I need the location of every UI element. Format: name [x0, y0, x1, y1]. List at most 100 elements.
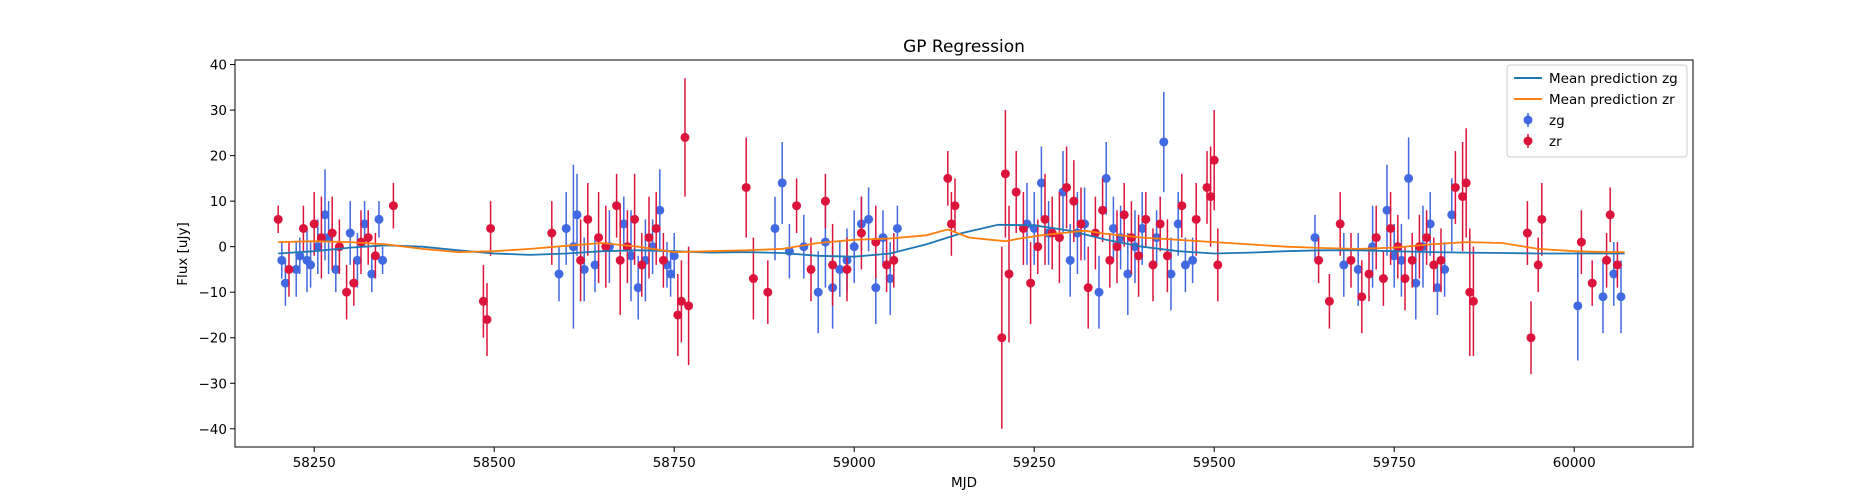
- zr-point: [889, 255, 899, 265]
- chart-title: GP Regression: [903, 37, 1025, 57]
- zr-point: [676, 296, 686, 306]
- zg-point: [1609, 269, 1619, 279]
- zr-point: [1155, 219, 1165, 229]
- zr-point: [1522, 228, 1532, 238]
- zr-point: [1436, 255, 1446, 265]
- zr-point: [1422, 233, 1432, 243]
- x-tick-label: 58750: [653, 455, 696, 471]
- zg-point: [561, 223, 571, 233]
- zg-point: [1180, 260, 1190, 270]
- zr-point: [806, 264, 816, 274]
- zg-point: [1159, 137, 1169, 147]
- zg-point: [878, 233, 888, 243]
- zg-point: [1173, 219, 1183, 229]
- zg-point: [1188, 255, 1198, 265]
- zr-point: [370, 251, 380, 261]
- y-tick-label: 20: [210, 149, 227, 165]
- zr-point: [1141, 214, 1151, 224]
- zg-point: [1094, 287, 1104, 297]
- zr-point: [1537, 214, 1547, 224]
- zg-point: [864, 214, 874, 224]
- zr-point: [1119, 210, 1129, 220]
- zg-point: [1382, 205, 1392, 215]
- zg-point: [331, 264, 341, 274]
- zr-point: [763, 287, 773, 297]
- zr-point: [1357, 292, 1367, 302]
- zr-point: [309, 219, 319, 229]
- y-tick-label: −30: [199, 376, 228, 392]
- zg-point: [554, 269, 564, 279]
- zr-point: [1450, 182, 1460, 192]
- zr-point: [1083, 283, 1093, 293]
- zr-point: [658, 255, 668, 265]
- zr-point: [298, 223, 308, 233]
- zr-point: [1054, 233, 1064, 243]
- zr-point: [1526, 333, 1536, 343]
- zr-point: [1112, 242, 1122, 252]
- zr-point: [1177, 201, 1187, 211]
- zg-point: [835, 264, 845, 274]
- zr-point: [1364, 269, 1374, 279]
- zg-point: [669, 251, 679, 261]
- zg-point: [619, 219, 629, 229]
- x-tick-label: 58250: [293, 455, 336, 471]
- zg-point: [1411, 278, 1421, 288]
- zg-point: [1425, 219, 1435, 229]
- zg-point: [590, 260, 600, 270]
- zg-point: [378, 255, 388, 265]
- zg-point: [666, 269, 676, 279]
- zg-point: [572, 210, 582, 220]
- zg-point: [291, 264, 301, 274]
- legend-label-zg-mean: Mean prediction zg: [1549, 71, 1678, 87]
- zr-point: [1011, 187, 1021, 197]
- zg-point: [1396, 255, 1406, 265]
- zg-point: [1310, 233, 1320, 243]
- series-zr: [273, 78, 1622, 429]
- y-tick-label: 30: [210, 103, 227, 119]
- x-axis-label: MJD: [951, 475, 977, 491]
- legend-label-zg: zg: [1549, 113, 1565, 129]
- legend-swatch-zg-marker: [1523, 115, 1533, 125]
- zg-point: [280, 278, 290, 288]
- zg-point: [352, 255, 362, 265]
- zr-point: [1612, 260, 1622, 270]
- zg-point: [1137, 223, 1147, 233]
- zr-point: [820, 196, 830, 206]
- legend-label-zr: zr: [1549, 134, 1562, 150]
- zr-point: [615, 255, 625, 265]
- zr-point: [349, 278, 359, 288]
- zg-point: [1573, 301, 1583, 311]
- zg-point: [655, 205, 665, 215]
- zr-point: [1587, 278, 1597, 288]
- zg-point: [885, 274, 895, 284]
- zr-point: [388, 201, 398, 211]
- zr-point: [547, 228, 557, 238]
- zg-point: [633, 283, 643, 293]
- y-tick-label: 0: [218, 240, 227, 256]
- zg-point: [1036, 178, 1046, 188]
- zr-point: [748, 274, 758, 284]
- zg-point: [1339, 260, 1349, 270]
- zr-point: [651, 223, 661, 233]
- zr-point: [1400, 274, 1410, 284]
- y-tick-label: 40: [210, 58, 227, 74]
- zr-point: [1213, 260, 1223, 270]
- x-tick-label: 59250: [1013, 455, 1056, 471]
- zg-point: [360, 219, 370, 229]
- zg-point: [871, 283, 881, 293]
- zg-point: [777, 178, 787, 188]
- zg-point: [1166, 269, 1176, 279]
- zr-point: [1602, 255, 1612, 265]
- zr-point: [950, 201, 960, 211]
- zr-point: [1371, 233, 1381, 243]
- zg-point: [345, 228, 355, 238]
- legend: Mean prediction zg Mean prediction zr zg…: [1506, 64, 1688, 158]
- zg-point: [1353, 264, 1363, 274]
- zr-point: [576, 255, 586, 265]
- zg-point: [1598, 292, 1608, 302]
- zr-point: [1004, 269, 1014, 279]
- zg-point: [306, 260, 316, 270]
- zr-point: [1134, 251, 1144, 261]
- zr-point: [1202, 182, 1212, 192]
